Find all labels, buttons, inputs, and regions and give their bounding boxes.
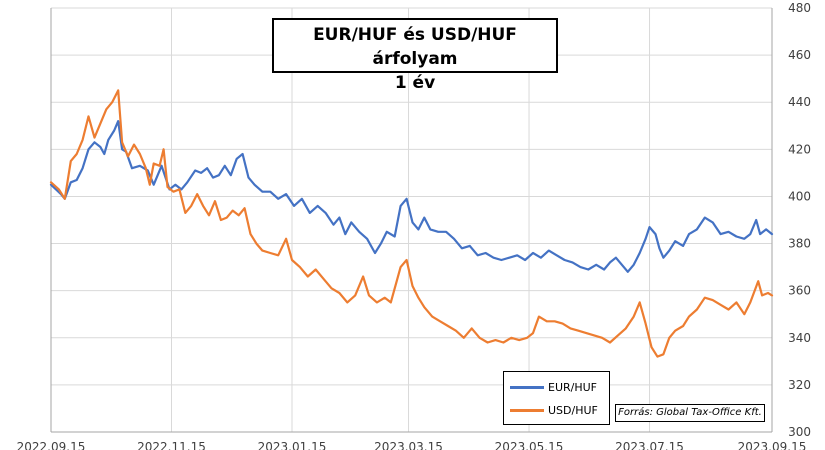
y-axis-tick-labels: 300 320 340 360 380 400 420 440 460 480 [788, 1, 811, 439]
legend-item-eur-huf: EUR/HUF [510, 381, 597, 394]
x-tick-label: 2023.07.15 [615, 440, 684, 450]
y-tick-label: 380 [788, 237, 811, 251]
legend-item-usd-huf: USD/HUF [510, 404, 598, 417]
x-tick-label: 2023.01.15 [258, 440, 327, 450]
y-tick-label: 300 [788, 425, 811, 439]
chart-title-line-2: 1 év [394, 73, 436, 93]
series-lines [49, 89, 774, 358]
legend-swatch-usd-huf [510, 409, 544, 412]
source-note: Forrás: Global Tax-Office Kft. [615, 404, 765, 422]
chart-title-box: EUR/HUF és USD/HUF árfolyam 1 év [272, 18, 558, 93]
x-tick-label: 2023.05.15 [495, 440, 564, 450]
y-tick-label: 480 [788, 1, 811, 15]
axes [50, 8, 773, 433]
x-tick-label: 2022.09.15 [17, 440, 86, 450]
y-tick-label: 460 [788, 48, 811, 62]
legend-label-eur-huf: EUR/HUF [548, 381, 598, 394]
series-line-eur-huf [49, 119, 774, 273]
x-tick-label: 2023.09.15 [738, 440, 807, 450]
y-tick-label: 360 [788, 284, 811, 298]
series-line-usd-huf [49, 89, 774, 358]
legend-swatch-eur-huf [510, 386, 544, 389]
y-tick-label: 320 [788, 378, 811, 392]
x-tick-label: 2023.03.15 [374, 440, 443, 450]
chart-title-line-1: EUR/HUF és USD/HUF árfolyam [313, 25, 517, 69]
y-tick-label: 400 [788, 189, 811, 203]
y-tick-label: 440 [788, 95, 811, 109]
y-tick-label: 340 [788, 331, 811, 345]
x-axis-tick-labels: 2022.09.15 2022.11.15 2023.01.15 2023.03.15… [17, 440, 807, 450]
y-tick-label: 420 [788, 142, 811, 156]
legend-label-usd-huf: USD/HUF [548, 404, 598, 417]
x-tick-label: 2022.11.15 [137, 440, 206, 450]
legend: EUR/HUF USD/HUF [503, 371, 610, 425]
